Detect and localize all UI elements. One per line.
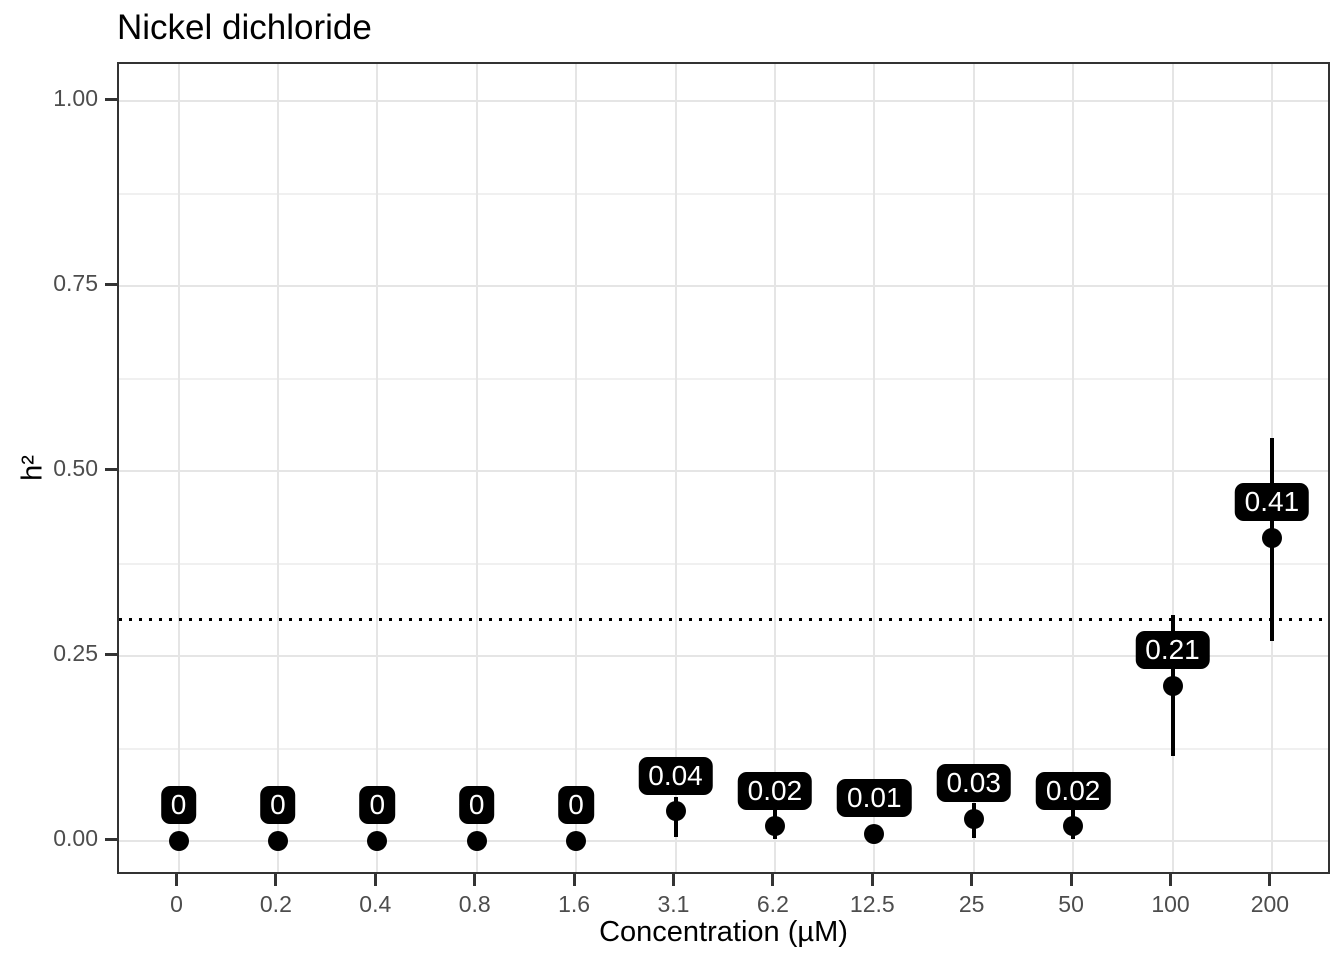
- data-point: [665, 801, 686, 822]
- x-axis-tick-label: 6.2: [756, 891, 789, 917]
- data-point-label: 0: [359, 786, 396, 825]
- gridline-major-vertical: [873, 64, 876, 872]
- x-axis-tick-label: 1.6: [558, 891, 591, 917]
- gridline-major-vertical: [674, 64, 677, 872]
- x-axis-tick-label: 12.5: [849, 891, 895, 917]
- y-axis-title: h²: [16, 455, 49, 481]
- data-point-label: 0: [160, 786, 197, 825]
- y-axis-tick-label: 1.00: [53, 85, 98, 111]
- x-axis-tick-label: 0: [170, 891, 183, 917]
- x-axis-tick: [175, 874, 178, 886]
- data-point: [367, 831, 388, 851]
- data-point: [267, 831, 288, 851]
- gridline-major-vertical: [1072, 64, 1075, 872]
- y-axis-tick-label: 0.25: [53, 640, 98, 666]
- data-point-label: 0.02: [737, 771, 813, 810]
- x-axis-tick: [771, 874, 775, 886]
- data-point-label: 0.02: [1035, 771, 1111, 810]
- x-axis-tick: [373, 874, 377, 886]
- x-axis-tick-label: 3.1: [657, 891, 690, 917]
- gridline-major-horizontal: [119, 655, 1328, 657]
- gridline-minor-horizontal: [119, 192, 1328, 195]
- y-axis-tick: [105, 97, 117, 101]
- y-axis-tick: [105, 652, 117, 656]
- data-point-label: 0: [260, 786, 296, 825]
- y-axis-tick: [105, 282, 117, 286]
- gridline-major-vertical: [376, 64, 379, 872]
- x-axis-tick-label: 50: [1058, 891, 1084, 917]
- gridline-major-vertical: [177, 64, 180, 872]
- y-axis-tick-label: 0.00: [53, 825, 98, 851]
- gridline-major-vertical: [475, 64, 478, 872]
- data-point: [1063, 816, 1084, 837]
- x-axis-tick-label: 25: [958, 891, 985, 917]
- x-axis-tick: [274, 874, 278, 886]
- gridline-major-horizontal: [119, 100, 1328, 102]
- gridline-major-vertical: [276, 64, 279, 872]
- data-point: [168, 831, 189, 851]
- data-point: [963, 808, 984, 829]
- gridline-major-horizontal: [119, 470, 1328, 472]
- x-axis-tick: [870, 874, 874, 886]
- gridline-major-horizontal: [119, 840, 1328, 842]
- gridline-minor-horizontal: [119, 562, 1328, 565]
- x-axis-tick: [970, 874, 974, 886]
- gridline-minor-horizontal: [119, 377, 1328, 380]
- data-point-label: 0: [558, 786, 594, 825]
- reference-line: [119, 617, 1328, 621]
- x-axis-tick: [1069, 874, 1073, 886]
- gridline-major-vertical: [972, 64, 975, 872]
- data-point: [466, 831, 487, 851]
- x-axis-tick: [473, 874, 477, 886]
- data-point-label: 0: [458, 786, 495, 825]
- x-axis-tick-label: 200: [1250, 891, 1290, 917]
- y-axis-tick: [105, 467, 117, 471]
- x-axis-tick-label: 0.2: [259, 891, 292, 917]
- y-axis-tick-label: 0.50: [53, 455, 98, 481]
- x-axis-tick: [1268, 874, 1272, 886]
- data-point-label: 0.01: [837, 779, 912, 818]
- data-point-label: 0.21: [1135, 631, 1210, 670]
- x-axis-tick-label: 100: [1151, 891, 1190, 917]
- x-axis-tick: [1169, 874, 1172, 886]
- x-axis-tick-label: 0.8: [458, 891, 491, 917]
- y-axis-tick: [105, 837, 117, 841]
- data-point-label: 0.03: [936, 764, 1011, 803]
- gridline-major-horizontal: [119, 285, 1328, 287]
- x-axis-tick-label: 0.4: [359, 891, 392, 917]
- gridline-major-vertical: [1171, 64, 1174, 872]
- chart-title: Nickel dichloride: [117, 8, 372, 47]
- data-point-label: 0.41: [1234, 483, 1310, 522]
- gridline-major-vertical: [773, 64, 776, 872]
- plot-panel: 0 0 0 0 0 0.04 0.02 0.01 0.03 0.02 0.21 0.41: [117, 62, 1330, 874]
- data-point-label: 0.04: [638, 756, 713, 795]
- x-axis-tick: [672, 874, 675, 886]
- data-point: [864, 823, 885, 844]
- gridline-minor-horizontal: [119, 747, 1328, 750]
- data-point: [566, 831, 587, 851]
- x-axis-tick: [572, 874, 576, 886]
- data-point: [1261, 527, 1282, 548]
- y-axis-tick-label: 0.75: [53, 270, 98, 296]
- gridline-major-vertical: [575, 64, 578, 872]
- data-point: [764, 816, 785, 837]
- x-axis-title: Concentration (µM): [599, 916, 848, 948]
- data-point: [1162, 675, 1183, 696]
